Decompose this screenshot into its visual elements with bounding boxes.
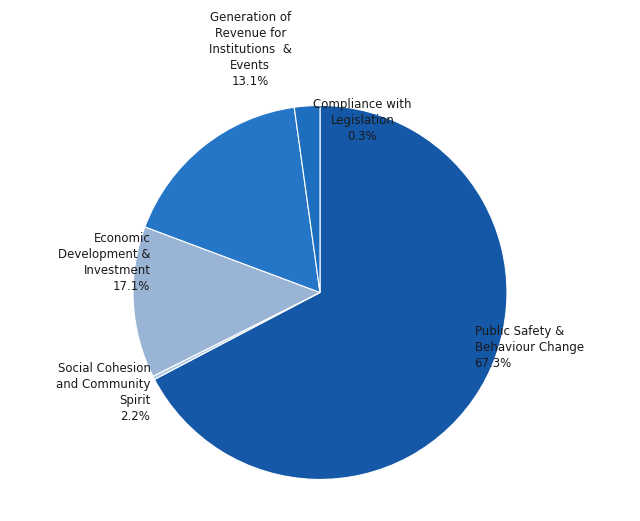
Text: Social Cohesion
and Community
Spirit
2.2%: Social Cohesion and Community Spirit 2.2… (56, 362, 150, 423)
Wedge shape (133, 227, 320, 376)
Wedge shape (153, 292, 320, 379)
Wedge shape (154, 105, 507, 479)
Text: Economic
Development &
Investment
17.1%: Economic Development & Investment 17.1% (58, 232, 150, 293)
Text: Generation of
Revenue for
Institutions  &
Events
13.1%: Generation of Revenue for Institutions &… (209, 11, 292, 88)
Text: Public Safety &
Behaviour Change
67.3%: Public Safety & Behaviour Change 67.3% (475, 325, 584, 370)
Wedge shape (145, 107, 320, 292)
Text: Compliance with
Legislation
0.3%: Compliance with Legislation 0.3% (313, 98, 412, 143)
Wedge shape (294, 105, 320, 292)
